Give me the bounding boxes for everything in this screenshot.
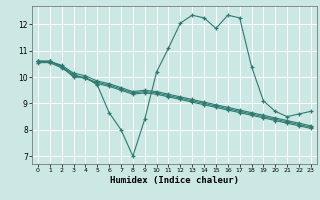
X-axis label: Humidex (Indice chaleur): Humidex (Indice chaleur) — [110, 176, 239, 185]
